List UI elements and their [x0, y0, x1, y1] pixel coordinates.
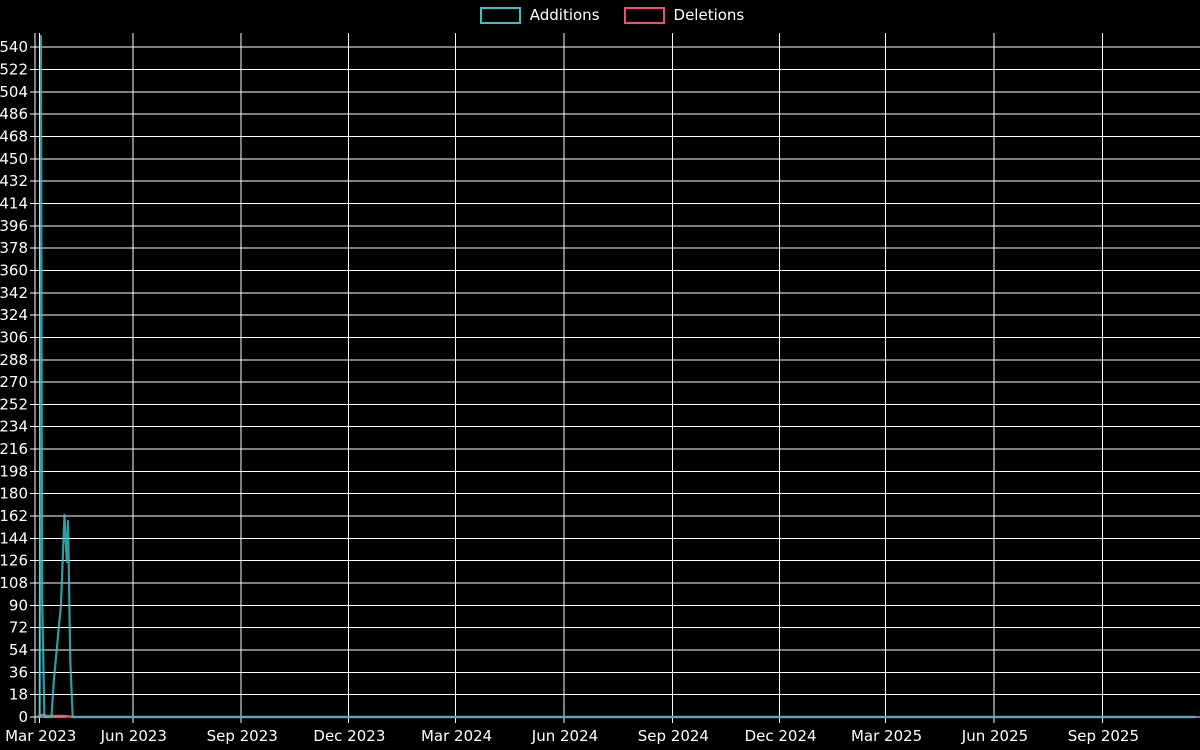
y-tick-label: 180	[0, 485, 28, 503]
y-tick-label: 342	[0, 284, 28, 302]
y-tick-label: 360	[0, 261, 28, 279]
legend-item-additions[interactable]: Additions	[479, 6, 600, 24]
y-tick-label: 288	[0, 351, 28, 369]
deletions-legend-label: Deletions	[673, 6, 745, 24]
x-tick-label: Mar 2023	[5, 727, 76, 745]
y-tick-label: 36	[9, 663, 28, 681]
x-tick-label: Sep 2024	[638, 727, 709, 745]
x-tick-label: Jun 2023	[100, 727, 167, 745]
y-tick-label: 540	[0, 38, 28, 56]
chart-legend: Additions Deletions	[12, 7, 1200, 24]
x-tick-label: Jun 2025	[961, 727, 1028, 745]
y-tick-label: 270	[0, 373, 28, 391]
y-tick-label: 216	[0, 440, 28, 458]
x-tick-label: Sep 2025	[1068, 727, 1139, 745]
y-tick-label: 18	[9, 686, 28, 704]
x-tick-label: Jun 2024	[531, 727, 598, 745]
y-tick-label: 54	[9, 641, 28, 659]
y-tick-label: 108	[0, 574, 28, 592]
y-tick-label: 414	[0, 194, 28, 212]
legend-item-deletions[interactable]: Deletions	[623, 6, 745, 24]
additions-legend-label: Additions	[529, 6, 600, 24]
y-tick-label: 126	[0, 552, 28, 570]
x-tick-label: Mar 2025	[851, 727, 922, 745]
y-tick-label: 234	[0, 418, 28, 436]
y-tick-label: 504	[0, 83, 28, 101]
x-tick-label: Dec 2024	[745, 727, 817, 745]
y-tick-label: 252	[0, 395, 28, 413]
x-tick-label: Dec 2023	[313, 727, 385, 745]
axis-labels: 0 18 36 54 72 90 108 126 144 162 180 198 216 234 252 27…	[0, 38, 1139, 745]
x-tick-label: Sep 2023	[207, 727, 278, 745]
x-tick-label: Mar 2024	[421, 727, 492, 745]
y-tick-label: 432	[0, 172, 28, 190]
y-tick-label: 468	[0, 127, 28, 145]
y-tick-label: 144	[0, 529, 28, 547]
y-tick-label: 378	[0, 239, 28, 257]
y-tick-label: 90	[9, 596, 28, 614]
y-tick-label: 198	[0, 462, 28, 480]
y-tick-label: 486	[0, 105, 28, 123]
y-tick-label: 450	[0, 150, 28, 168]
y-tick-label: 396	[0, 217, 28, 235]
additions-line	[36, 34, 1196, 719]
y-tick-label: 72	[9, 619, 28, 637]
y-tick-label: 0	[18, 708, 28, 726]
additions-swatch-icon	[479, 7, 521, 24]
y-tick-label: 522	[0, 60, 28, 78]
y-tick-label: 162	[0, 507, 28, 525]
deletions-swatch-icon	[623, 7, 665, 24]
y-tick-label: 306	[0, 328, 28, 346]
y-tick-label: 324	[0, 306, 28, 324]
gridlines	[30, 33, 1200, 723]
